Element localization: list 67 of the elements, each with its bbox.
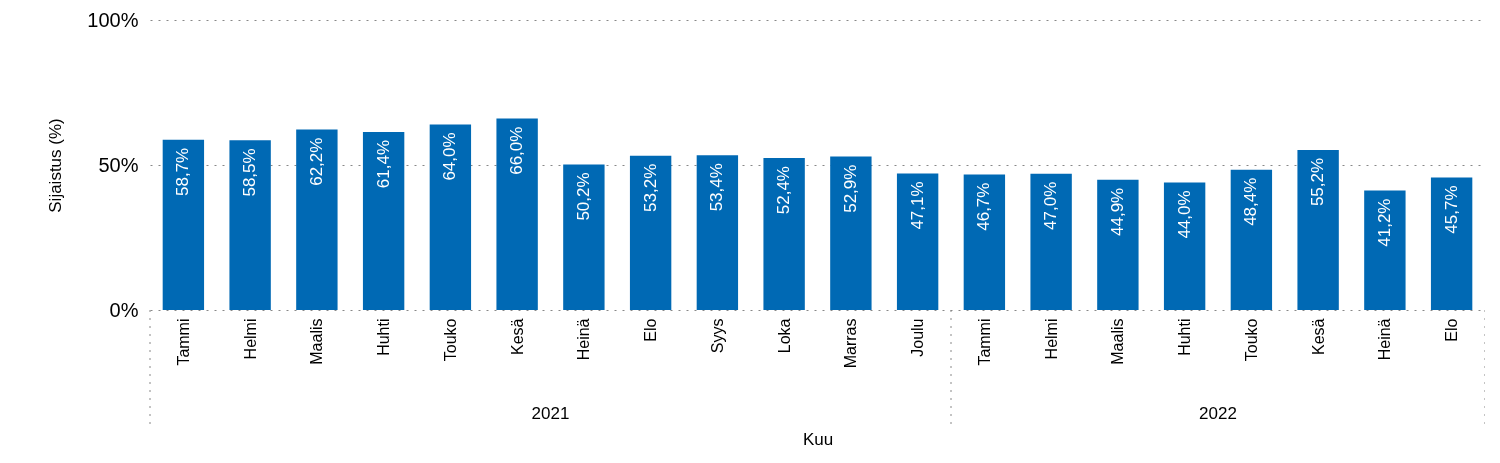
x-tick-label: Helmi: [241, 318, 259, 360]
bar: [1430, 177, 1473, 310]
bar: [362, 131, 405, 310]
data-label: 44,0%: [1174, 190, 1194, 239]
data-label: 66,0%: [507, 126, 527, 175]
data-label: 61,4%: [373, 139, 393, 189]
bar: [1230, 169, 1273, 310]
data-label: 62,2%: [306, 137, 326, 186]
data-label: 48,4%: [1241, 177, 1261, 226]
x-axis-title: Kuu: [802, 429, 834, 449]
data-label: 52,9%: [840, 164, 860, 213]
x-tick-label: Marras: [842, 318, 860, 369]
data-label: 58,7%: [173, 147, 193, 196]
x-tick-label: Joulu: [909, 318, 927, 357]
x-tick-label: Huhti: [375, 318, 393, 356]
x-tick-label: Elo: [1443, 318, 1461, 342]
bar: [229, 140, 271, 310]
y-tick-label: 0%: [109, 298, 139, 321]
data-label: 45,7%: [1441, 185, 1461, 234]
x-tick-label: Touko: [1242, 318, 1260, 362]
x-tick-label: Helmi: [1042, 318, 1060, 360]
x-tick-label: Heinä: [575, 318, 593, 361]
x-tick-label: Touko: [441, 318, 459, 362]
x-tick-label: Tammi: [975, 318, 993, 366]
bar: [1297, 149, 1339, 310]
x-tick-label: Heinä: [1376, 318, 1394, 361]
bar: [696, 155, 739, 310]
x-tick-label: Elo: [642, 318, 660, 342]
bar: [429, 124, 472, 310]
data-label: 47,0%: [1041, 181, 1061, 230]
x-tick-label: Kesä: [1309, 318, 1327, 355]
x-tick-label: Loka: [775, 318, 793, 354]
data-label: 52,4%: [774, 166, 794, 215]
x-tick-label: Maalis: [308, 318, 326, 365]
bar: [496, 118, 538, 310]
text: 2021: [531, 404, 570, 423]
x-tick-label: Kesä: [508, 318, 526, 355]
bar: [162, 139, 205, 310]
bar: [963, 174, 1006, 310]
data-label: 47,1%: [907, 181, 927, 230]
bar: [1097, 179, 1139, 310]
y-tick-label: 100%: [87, 8, 139, 31]
bar: [563, 164, 605, 310]
bar: [629, 155, 672, 310]
data-label: 58,5%: [240, 148, 260, 197]
bar: [896, 173, 939, 310]
data-label: 44,9%: [1107, 187, 1127, 236]
bar: [1364, 190, 1406, 310]
data-label: 46,7%: [974, 182, 994, 231]
data-label: 55,2%: [1308, 157, 1328, 207]
data-label: 53,2%: [640, 163, 660, 212]
bar: [830, 156, 872, 310]
bar: [763, 158, 805, 310]
y-axis-title: Sijaistus (%): [46, 118, 66, 213]
y-tick-label: 50%: [98, 153, 139, 176]
bar: [1030, 173, 1072, 310]
bar: [1163, 182, 1206, 310]
data-label: 64,0%: [440, 132, 460, 181]
text: 2022: [1199, 404, 1237, 423]
x-tick-label: Syys: [708, 318, 726, 354]
bar: [296, 129, 338, 310]
data-label: 50,2%: [573, 172, 593, 221]
x-tick-label: Tammi: [174, 318, 192, 366]
x-tick-label: Huhti: [1176, 318, 1194, 356]
data-label: 53,4%: [707, 163, 727, 212]
x-tick-label: Maalis: [1109, 318, 1127, 365]
data-label: 41,2%: [1374, 198, 1394, 247]
